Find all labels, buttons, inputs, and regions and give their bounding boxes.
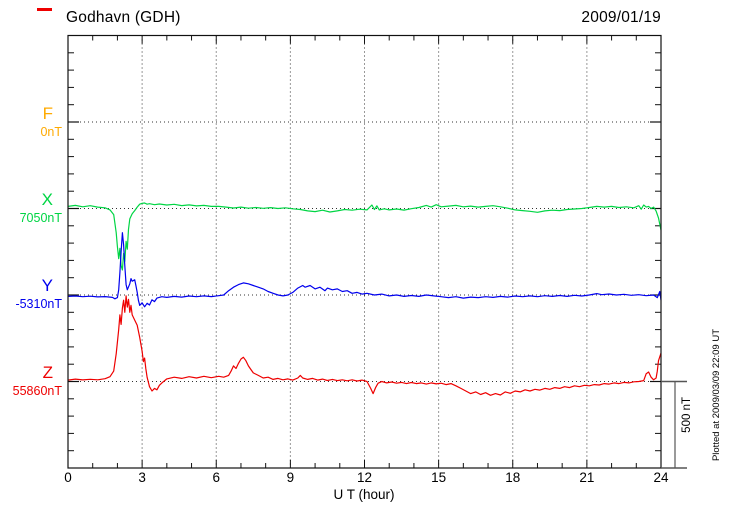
channel-Z-baseline-value: 55860nT	[12, 384, 62, 398]
channel-F-legend: F 0nT	[0, 105, 62, 139]
x-tick-label: 18	[505, 470, 521, 485]
x-tick-label: 6	[212, 470, 221, 485]
plot-date: 2009/01/19	[581, 9, 661, 26]
channel-Y-baseline-value: -5310nT	[15, 297, 62, 311]
x-tick-label: 24	[653, 470, 669, 485]
channel-X-baseline-value: 7050nT	[19, 211, 62, 225]
plot-frame	[67, 34, 662, 469]
x-tick-label: 12	[356, 470, 373, 485]
x-tick-label: 9	[286, 470, 295, 485]
channel-Y-legend: Y -5310nT	[0, 277, 62, 311]
channel-X-legend: X 7050nT	[0, 191, 62, 225]
trace-Z	[67, 295, 662, 396]
channel-Y-label: Y	[41, 276, 53, 295]
trace-X	[67, 202, 662, 271]
channel-Z-label: Z	[42, 363, 53, 382]
x-tick-label: 0	[64, 470, 72, 485]
channel-F-baseline-value: 0nT	[40, 125, 62, 139]
x-tick-label: 15	[431, 470, 447, 485]
x-tick-label: 3	[138, 470, 146, 485]
channel-Z-legend: Z 55860nT	[0, 364, 62, 398]
channel-X-label: X	[41, 190, 53, 209]
plotted-at-note: Plotted at 2009/03/09 22:09 UT	[711, 329, 722, 462]
page-title: Godhavn (GDH)	[66, 9, 181, 26]
x-axis-title: U T (hour)	[333, 487, 395, 502]
scale-bar-label: 500 nT	[681, 397, 693, 433]
channel-F-label: F	[42, 104, 53, 123]
x-tick-label: 21	[579, 470, 595, 485]
trace-Y	[67, 232, 662, 308]
top-left-red-marker	[37, 8, 52, 11]
